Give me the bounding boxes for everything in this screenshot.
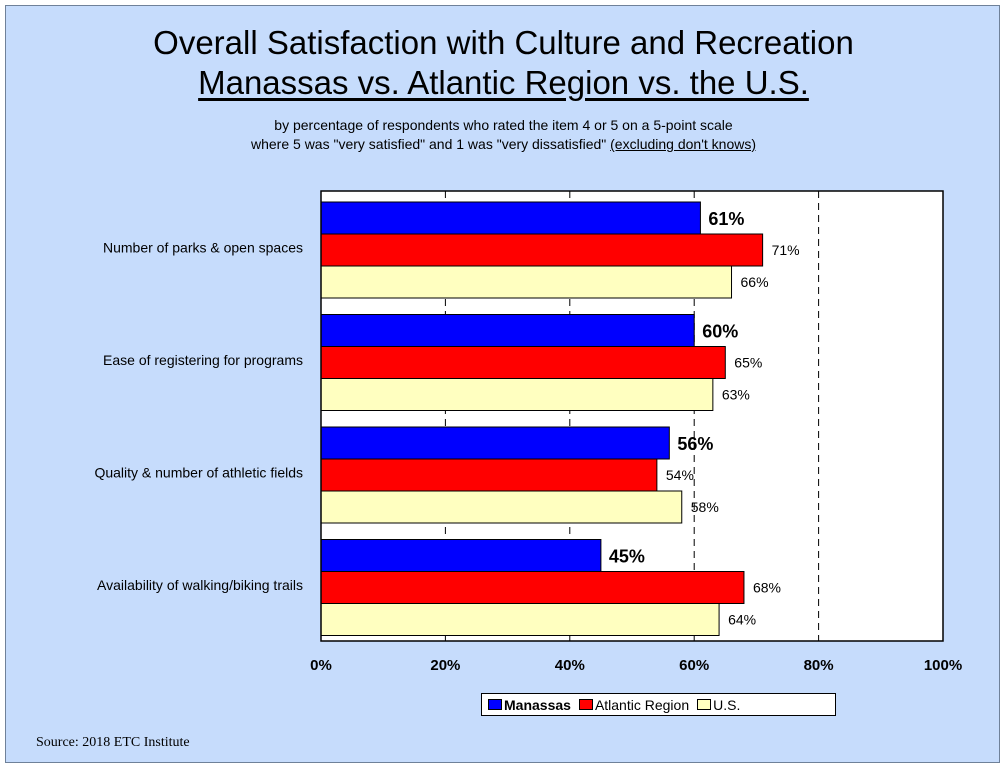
plot-border <box>320 190 944 642</box>
legend-item: Atlantic Region <box>578 696 690 713</box>
x-tick-label: 40% <box>555 657 585 674</box>
data-label: 54% <box>666 467 694 483</box>
data-label: 60% <box>702 322 738 342</box>
legend-item: U.S. <box>697 697 740 713</box>
bar <box>320 571 745 604</box>
data-label: 66% <box>741 274 769 290</box>
bar <box>320 378 714 411</box>
category-label: Ease of registering for programs <box>103 352 303 368</box>
x-tick-label: 80% <box>804 657 834 674</box>
data-label: 68% <box>753 580 781 596</box>
bar <box>320 490 683 524</box>
chart-subtitle-title: Manassas vs. Atlantic Region vs. the U.S… <box>198 64 809 101</box>
x-tick-label: 20% <box>430 657 460 674</box>
legend-label: Manassas <box>504 696 571 713</box>
subtitle-line-2-text: where 5 was "very satisfied" and 1 was "… <box>251 136 607 152</box>
data-label: 45% <box>609 547 645 567</box>
bar <box>320 539 602 572</box>
bar <box>320 603 720 636</box>
bar <box>320 265 733 299</box>
data-label: 63% <box>722 387 750 403</box>
category-label: Quality & number of athletic fields <box>94 464 303 480</box>
data-label: 71% <box>772 242 800 258</box>
x-tick-label: 0% <box>310 657 332 674</box>
bar <box>320 201 701 235</box>
category-label: Availability of walking/biking trails <box>97 577 303 593</box>
bar <box>320 458 658 492</box>
x-tick-label: 100% <box>924 657 962 674</box>
bar <box>320 233 764 267</box>
bar-chart: 61% 71%66% Number of parks & open spaces 60… <box>94 190 962 674</box>
data-label: 56% <box>677 434 713 454</box>
data-label: 58% <box>691 499 719 515</box>
chart-subtitle-line-2: where 5 was "very satisfied" and 1 was "… <box>0 136 1007 152</box>
legend-label: Atlantic Region <box>594 696 690 713</box>
bar <box>320 426 670 460</box>
chart-title: Overall Satisfaction with Culture and Re… <box>153 24 854 61</box>
category-label: Number of parks & open spaces <box>103 239 303 255</box>
data-label: 61% <box>708 209 744 229</box>
data-label: 64% <box>728 612 756 628</box>
bar <box>320 314 695 347</box>
subtitle-note: (excluding don't knows) <box>610 136 756 152</box>
source-note: Source: 2018 ETC Institute <box>36 735 190 750</box>
legend-swatch <box>578 699 593 710</box>
bar <box>320 346 726 379</box>
legend-swatch <box>488 699 502 710</box>
legend: Manassas Atlantic Region U.S. <box>481 693 836 716</box>
legend-swatch <box>697 699 712 710</box>
data-label: 65% <box>734 355 762 371</box>
chart-subtitle-line-1: by percentage of respondents who rated t… <box>274 117 733 133</box>
x-tick-label: 60% <box>679 657 709 674</box>
legend-label: U.S. <box>713 696 741 713</box>
legend-item: Manassas <box>488 697 571 713</box>
